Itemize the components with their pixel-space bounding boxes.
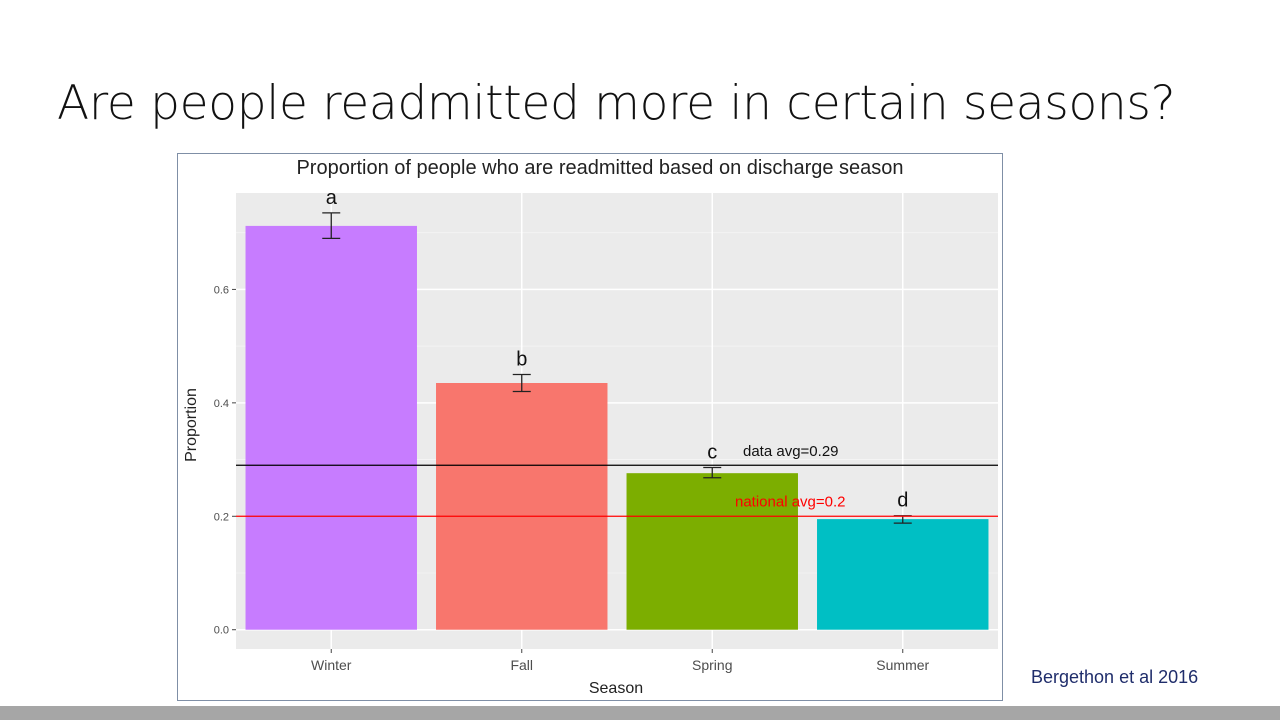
bar-fall [436,383,608,630]
x-tick-label-fall: Fall [510,657,533,673]
x-tick-label-summer: Summer [876,657,929,673]
citation: Bergethon et al 2016 [1031,667,1199,687]
slide-footer-bar [0,706,1280,720]
y-axis-title: Proportion [183,388,200,462]
x-tick-label-spring: Spring [692,657,732,673]
y-tick-label: 0.4 [214,398,229,410]
chart-title: Proportion of people who are readmitted … [296,157,903,179]
bar-spring [626,473,798,630]
y-tick-label: 0.2 [214,511,229,523]
x-tick-label-winter: Winter [311,657,352,673]
group-label-d: d [897,490,908,512]
y-tick-label: 0.0 [214,625,229,637]
data-avg-label: data avg=0.29 [743,443,839,460]
group-label-b: b [516,348,527,370]
x-axis-title: Season [589,680,643,697]
chart-figure: Proportion of people who are readmitted … [177,153,1003,701]
national-avg-label: national avg=0.2 [735,493,846,510]
bar-chart: Proportion of people who are readmitted … [183,157,998,697]
bar-winter [245,225,417,630]
group-label-a: a [326,187,338,209]
y-tick-label: 0.6 [214,284,229,296]
slide-title: Are people readmitted more in certain se… [57,76,1176,131]
bar-summer [817,519,989,630]
group-label-c: c [707,442,717,464]
